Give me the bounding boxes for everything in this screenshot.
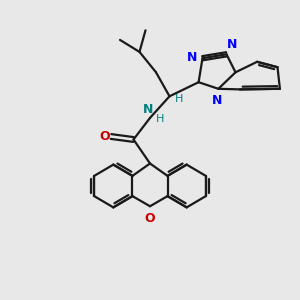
Text: N: N [187, 51, 197, 64]
Text: N: N [143, 103, 154, 116]
Text: N: N [212, 94, 222, 107]
Text: O: O [99, 130, 110, 143]
Text: H: H [155, 114, 164, 124]
Text: H: H [175, 94, 183, 104]
Text: O: O [145, 212, 155, 225]
Text: N: N [227, 38, 238, 51]
